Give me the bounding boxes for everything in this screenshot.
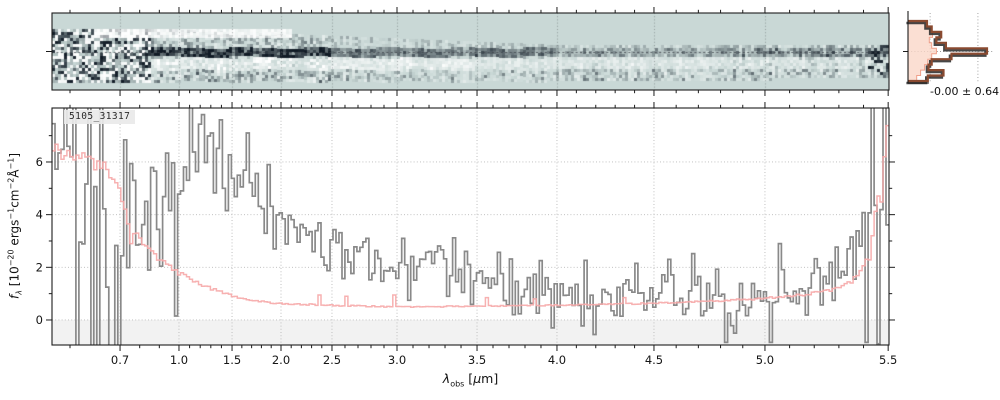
x-tick-label: 2.0 <box>272 353 290 367</box>
y-tick-label: 4 <box>36 208 43 222</box>
x-tick-label: 1.0 <box>170 353 188 367</box>
axis-tick-labels: 0.7 1.0 1.5 2.0 2.5 3.0 3.5 4.0 4.5 5.0 5.5 0 2 4 6 <box>36 155 898 367</box>
x-tick-label: 0.7 <box>111 353 129 367</box>
x-axis-label: λobs [μm] <box>52 371 889 389</box>
x-tick-label: 5.5 <box>879 353 897 367</box>
label-part: m] <box>481 371 499 386</box>
label-part: [10 <box>7 266 22 291</box>
spectrum-series <box>52 108 889 345</box>
error-step-line <box>52 124 889 308</box>
spec2d-image <box>52 13 889 90</box>
label-part: λ <box>14 290 24 295</box>
residual-histogram-panel <box>903 11 994 85</box>
label-part: ergs <box>7 219 22 250</box>
label-part: −1 <box>6 157 16 170</box>
label-part: f <box>7 294 22 300</box>
label-part: −2 <box>6 177 16 190</box>
main-frame <box>51 107 890 346</box>
main-panel-background <box>52 319 889 345</box>
label-part: ] <box>7 152 22 158</box>
x-tick-label: 4.5 <box>645 353 663 367</box>
label-part: μ <box>473 371 482 386</box>
y-axis-label: fλ [10−20 ergs−1cm−2Å−1] <box>6 153 23 299</box>
x-tick-label: 1.5 <box>223 353 241 367</box>
y-tick-label: 2 <box>36 260 43 274</box>
y-tick-label: 0 <box>36 313 43 327</box>
y-tick-label: 6 <box>36 155 43 169</box>
label-part: −1 <box>6 207 16 220</box>
x-tick-label: 2.5 <box>323 353 341 367</box>
x-tick-label: 4.0 <box>548 353 566 367</box>
axis-ticks <box>46 7 895 351</box>
histogram-stat-label: -0.00 ± 0.64 <box>930 85 1000 98</box>
label-part: Å <box>7 169 22 178</box>
label-part: λ <box>442 371 451 386</box>
x-tick-label: 5.0 <box>756 353 774 367</box>
label-part: cm <box>7 189 22 208</box>
x-tick-label: 3.5 <box>468 353 486 367</box>
label-part: [ <box>464 371 474 386</box>
below-zero-shade <box>52 319 889 345</box>
flux-step-line <box>52 108 889 345</box>
hist-step-line <box>908 19 989 83</box>
gridlines <box>52 108 889 345</box>
spec2d-frame <box>51 12 890 91</box>
label-part: obs <box>450 379 465 389</box>
x-tick-label: 3.0 <box>388 353 406 367</box>
label-part: −20 <box>6 249 16 267</box>
target-id-label: 5105_31317 <box>64 110 136 124</box>
